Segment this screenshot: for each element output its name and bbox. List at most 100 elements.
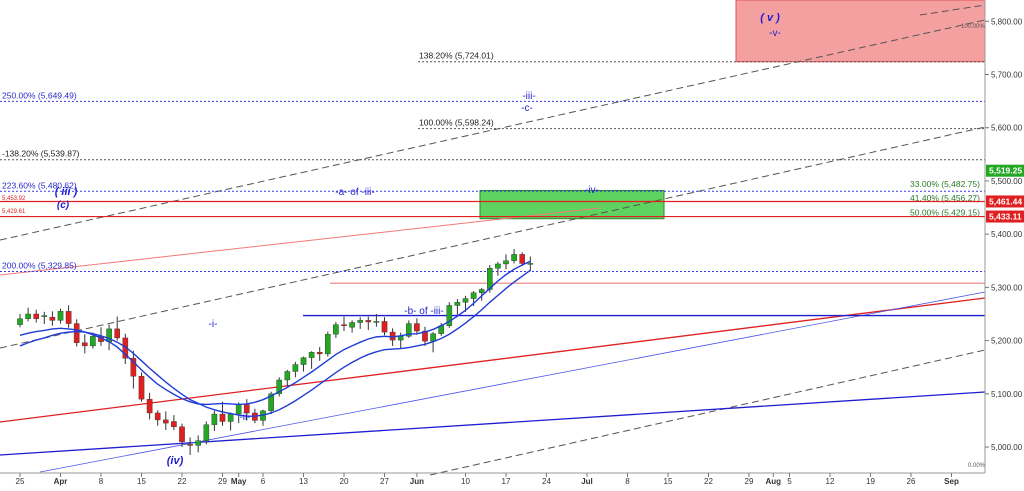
candle	[195, 435, 202, 453]
candle	[162, 411, 169, 431]
candle	[333, 321, 339, 338]
candle-body	[154, 412, 161, 421]
candle	[17, 313, 23, 328]
red-support-trendline	[0, 297, 986, 423]
candle-body	[470, 292, 477, 299]
price-tag-label: 5,461.44	[989, 196, 1022, 206]
candle	[446, 302, 453, 328]
wave-label: (iv)	[167, 455, 184, 467]
candle	[422, 326, 428, 346]
candle-body	[397, 336, 404, 341]
candle	[33, 309, 39, 323]
x-tick-label: 10	[461, 477, 470, 486]
candle-body	[357, 320, 364, 323]
wave-label: -i-	[209, 319, 218, 330]
x-tick-label: 25	[16, 477, 25, 486]
lower-channel-line	[429, 349, 986, 476]
candle-body	[446, 305, 453, 326]
candle-body	[276, 379, 283, 395]
wave-label: -b- of -iii-	[404, 306, 443, 317]
candle	[519, 252, 525, 267]
wave-label: -iv-	[585, 185, 599, 196]
y-tick-label: 5,500.00	[991, 177, 1023, 186]
candle	[146, 392, 153, 420]
candle-body	[41, 315, 48, 317]
fib-level-label: 138.20% (5,724.01)	[419, 51, 494, 61]
candle	[138, 372, 145, 402]
y-tick-label: 5,600.00	[991, 124, 1023, 133]
fib-level-label: 250.00% (5,649.49)	[2, 90, 77, 100]
candle-body	[454, 302, 461, 306]
candle	[25, 307, 31, 322]
candle-body	[90, 336, 96, 347]
x-tick-label: 22	[704, 477, 713, 486]
y-tick-label: 5,700.00	[991, 71, 1023, 80]
candle	[325, 331, 331, 357]
x-tick-label: 24	[542, 477, 551, 486]
fib-level-label: 223.60% (5,480.62)	[2, 180, 77, 190]
x-tick-label: 27	[380, 477, 389, 486]
candle	[341, 316, 347, 332]
x-tick-label: 5	[787, 477, 792, 486]
upper-channel-line	[0, 19, 986, 241]
candle	[308, 351, 315, 369]
candle	[373, 313, 380, 327]
candle-body	[414, 323, 420, 332]
x-tick-label: 29	[218, 477, 227, 486]
candle	[406, 320, 412, 338]
x-tick-label: 19	[866, 477, 875, 486]
candle-body	[519, 254, 525, 264]
x-tick-label: 15	[664, 477, 673, 486]
candle	[276, 377, 283, 397]
candle	[154, 410, 161, 426]
x-tick-label: 26	[907, 477, 916, 486]
candle-body	[381, 321, 388, 333]
y-tick-label: 5,100.00	[991, 390, 1023, 399]
v-target-zone	[735, 0, 986, 63]
small-annotation: 0.00%	[968, 463, 986, 469]
blue-long-trendline	[0, 391, 986, 456]
candle-body	[17, 318, 23, 325]
wave-label: -iii-	[522, 91, 535, 102]
moving-average-line	[19, 269, 531, 417]
candle	[179, 423, 185, 448]
candle-body	[478, 289, 485, 293]
candle-body	[300, 357, 307, 365]
candle	[187, 437, 193, 456]
candle	[365, 316, 372, 330]
candle	[316, 346, 323, 361]
candle-body	[49, 316, 56, 321]
candle-body	[114, 328, 120, 339]
wave-label: ( v )	[760, 12, 780, 24]
candle	[57, 308, 64, 324]
candle	[122, 333, 129, 365]
candle-body	[81, 342, 88, 347]
candle	[171, 415, 177, 431]
candle-body	[308, 352, 315, 358]
price-tag-box	[986, 164, 1024, 177]
candle-body	[316, 352, 323, 355]
candle-body	[268, 393, 274, 412]
middle-channel-line	[0, 126, 986, 349]
x-tick-label: 20	[340, 477, 349, 486]
candle-body	[171, 421, 177, 428]
wave-label: -a- of -iii-	[335, 187, 374, 198]
price-tag-box	[986, 195, 1024, 208]
candle-body	[162, 419, 169, 424]
x-tick-label: 17	[502, 477, 511, 486]
fib-level-label: 100.00% (5,598.24)	[419, 118, 494, 128]
candle	[503, 254, 509, 270]
candle	[81, 334, 88, 354]
x-tick-label: 6	[261, 477, 266, 486]
candle-body	[503, 260, 509, 265]
fib-level-label: 50.00% (5,429.15)	[910, 208, 980, 218]
fib-level-label: 33.00% (5,482.75)	[910, 179, 980, 189]
candle-body	[284, 371, 291, 381]
x-tick-label: Jun	[410, 477, 424, 486]
candle-body	[527, 263, 534, 265]
candle	[478, 287, 485, 301]
x-tick-label: Jul	[581, 477, 593, 486]
candle-body	[462, 298, 469, 303]
x-tick-label: 8	[625, 477, 630, 486]
